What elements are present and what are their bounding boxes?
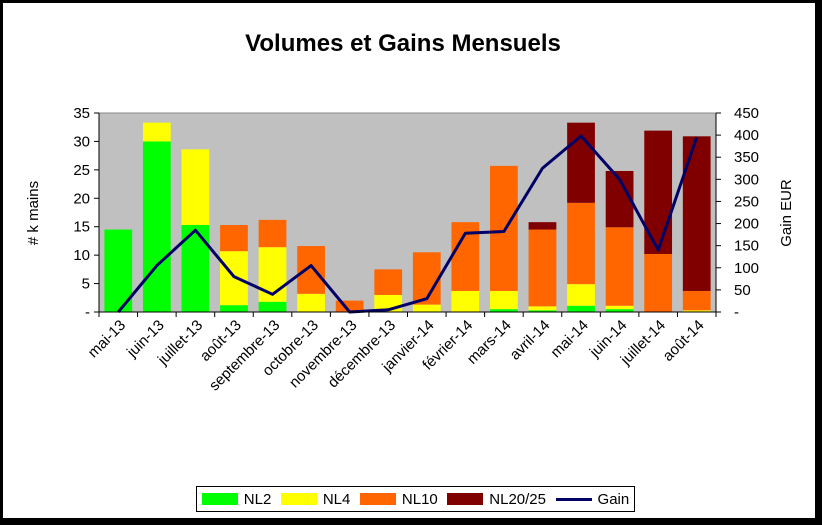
- bar-nl20-25-15: [682, 136, 711, 291]
- y2-axis-label: Gain EUR: [778, 179, 795, 247]
- bar-nl4-15: [682, 310, 711, 312]
- bar-nl2-4: [258, 301, 287, 312]
- y2-tick-label: 200: [734, 216, 759, 233]
- y2-tick-label: 100: [734, 260, 759, 277]
- bar-nl10-12: [567, 202, 595, 285]
- legend-item-nl10: NL10: [359, 490, 438, 508]
- x-tick-label: mai-14: [547, 317, 591, 361]
- legend-label-nl4: NL4: [322, 490, 351, 508]
- bar-nl10-7: [374, 269, 403, 295]
- legend-label-gain: Gain: [597, 490, 630, 508]
- x-tick-label: avril-14: [506, 317, 553, 364]
- gain-line: [117, 134, 699, 314]
- legend-swatch-nl10: [359, 493, 396, 505]
- bar-nl2-0: [104, 229, 133, 312]
- y2-tick-label: 350: [734, 149, 759, 166]
- y2-tick-label: 450: [734, 105, 759, 122]
- y2-tick-label: 300: [734, 171, 759, 188]
- y-tick-label: 30: [73, 133, 90, 150]
- y-tick-label: 35: [73, 105, 90, 122]
- legend-line-gain: [555, 497, 592, 501]
- bar-nl2-10: [490, 309, 518, 312]
- bar-nl10-15: [682, 290, 711, 311]
- bar-nl4-1: [142, 122, 171, 142]
- legend-item-nl2: NL2: [201, 490, 272, 508]
- y2-tick-label: 50: [734, 282, 751, 299]
- bar-nl2-3: [220, 305, 248, 312]
- bar-nl2-11: [528, 310, 557, 312]
- bar-nl10-10: [490, 165, 518, 291]
- bar-nl4-11: [528, 306, 557, 311]
- bar-nl10-14: [644, 254, 673, 312]
- y-tick-label: 15: [73, 219, 90, 236]
- bar-nl4-8: [412, 304, 441, 312]
- bar-nl10-11: [528, 229, 557, 307]
- bar-nl10-5: [297, 246, 325, 294]
- chart: Volumes et Gains Mensuels - 5 10 15 20 25 30 35…: [25, 30, 795, 394]
- y-tick-label: 20: [73, 190, 90, 207]
- chart-title: Volumes et Gains Mensuels: [245, 30, 561, 57]
- bar-nl10-13: [605, 227, 634, 306]
- legend-label-nl10: NL10: [401, 490, 438, 508]
- bar-nl10-6: [335, 300, 364, 312]
- y-axis-label: # k mains: [25, 181, 42, 245]
- legend-label-nl2: NL2: [243, 490, 272, 508]
- bar-nl10-4: [258, 219, 287, 248]
- legend: NL2 NL4 NL10 NL20/25 Gain: [196, 486, 635, 512]
- bar-nl4-10: [490, 290, 518, 310]
- y2-tick-label: 250: [734, 193, 759, 210]
- bar-nl2-1: [142, 141, 171, 312]
- y-tick-label: 10: [73, 247, 90, 264]
- x-tick-label: août-14: [660, 317, 708, 365]
- y-tick-label: 25: [73, 162, 90, 179]
- bar-nl20-25-14: [644, 130, 673, 255]
- y-tick-label: -: [85, 304, 90, 321]
- bar-nl4-9: [451, 290, 480, 312]
- legend-item-gain: Gain: [555, 490, 630, 508]
- bar-nl2-12: [567, 305, 595, 312]
- y2-tick-label: -: [734, 304, 739, 321]
- bar-nl2-13: [605, 309, 634, 312]
- y2-tick-label: 150: [734, 238, 759, 255]
- bar-nl4-5: [297, 293, 325, 312]
- bar-nl4-13: [605, 305, 634, 310]
- bar-nl10-3: [220, 225, 248, 252]
- legend-item-nl4: NL4: [280, 490, 351, 508]
- y-tick-label: 5: [82, 276, 90, 293]
- bar-nl20-25-11: [528, 222, 557, 230]
- bar-nl4-12: [567, 284, 595, 306]
- legend-swatch-nl4: [280, 493, 317, 505]
- legend-swatch-nl2: [201, 493, 238, 505]
- bar-nl4-2: [181, 149, 210, 226]
- legend-swatch-nl2025: [447, 493, 484, 505]
- x-tick-label: mai-13: [85, 317, 129, 361]
- legend-label-nl2025: NL20/25: [489, 490, 546, 508]
- chart-frame: Volumes et Gains Mensuels - 5 10 15 20 25 30 35…: [3, 3, 815, 518]
- legend-item-nl2025: NL20/25: [447, 491, 546, 508]
- y2-tick-label: 400: [734, 127, 759, 144]
